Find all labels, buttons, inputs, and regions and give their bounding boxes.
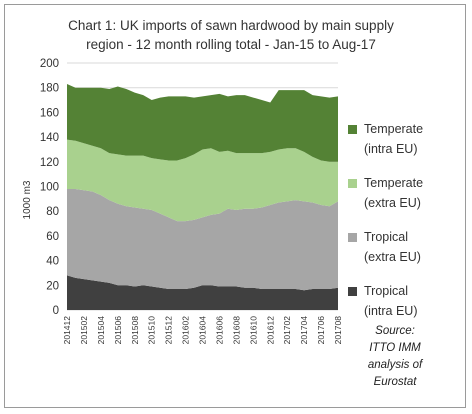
y-tick-label-60: 60	[46, 231, 59, 243]
area-temperate-intra-eu	[67, 84, 338, 162]
y-tick-label-40: 40	[46, 256, 59, 268]
x-tick-label-201612: 201612	[265, 316, 275, 345]
area-temperate-extra-eu	[67, 139, 338, 222]
legend-label-temperate-extra-eu-2: (extra EU)	[364, 196, 421, 210]
x-tick-label-201702: 201702	[282, 316, 292, 345]
legend-label-tropical-intra-eu-1: Tropical	[364, 284, 408, 298]
chart: Chart 1: UK imports of sawn hardwood by …	[22, 18, 424, 388]
x-tick-label-201502: 201502	[79, 316, 89, 345]
x-tick-label-201708: 201708	[333, 316, 343, 345]
x-tick-label-201602: 201602	[181, 316, 191, 345]
area-tropical-intra-eu	[67, 275, 338, 310]
source-note: Source: ITTO IMM analysis of Eurostat	[368, 325, 424, 388]
legend-label-tropical-intra-eu-2: (intra EU)	[364, 304, 417, 318]
source-line-3: analysis of	[368, 359, 424, 371]
x-tick-label-201506: 201506	[113, 316, 123, 345]
legend-label-temperate-intra-eu-2: (intra EU)	[364, 142, 417, 156]
x-tick-label-201604: 201604	[198, 316, 208, 345]
y-axis-ticks: 0 20 40 60 80 100 120 140 160 180 200	[40, 58, 59, 317]
x-tick-label-201412: 201412	[62, 316, 72, 345]
y-tick-label-120: 120	[40, 157, 59, 169]
y-tick-label-80: 80	[46, 206, 59, 218]
y-tick-label-160: 160	[40, 107, 59, 119]
legend-swatch-temperate-extra-eu	[348, 179, 357, 188]
x-tick-label-201610: 201610	[248, 316, 258, 345]
y-tick-label-180: 180	[40, 83, 59, 95]
legend-label-temperate-extra-eu-1: Temperate	[364, 176, 423, 190]
x-tick-label-201608: 201608	[231, 316, 241, 345]
source-line-1: Source:	[375, 325, 415, 337]
y-tick-label-100: 100	[40, 182, 59, 194]
legend-swatch-temperate-intra-eu	[348, 125, 357, 134]
y-tick-label-140: 140	[40, 132, 59, 144]
area-tropical-extra-eu	[67, 188, 338, 291]
x-tick-label-201606: 201606	[214, 316, 224, 345]
x-tick-label-201512: 201512	[164, 316, 174, 345]
legend-swatch-tropical-intra-eu	[348, 287, 357, 296]
stacked-areas	[67, 84, 338, 310]
x-tick-label-201504: 201504	[96, 316, 106, 345]
legend: Temperate (intra EU) Temperate (extra EU) Tr…	[348, 122, 423, 318]
source-line-4: Eurostat	[374, 376, 418, 388]
x-axis-ticks: 201412 201502 201504 201506 201508 201510 2015…	[62, 316, 343, 345]
y-axis-label: 1000 m3	[22, 180, 33, 219]
y-tick-label-0: 0	[53, 305, 59, 317]
chart-title-line-1: Chart 1: UK imports of sawn hardwood by …	[68, 18, 394, 33]
chart-frame: Chart 1: UK imports of sawn hardwood by …	[4, 4, 466, 408]
x-tick-label-201510: 201510	[147, 316, 157, 345]
x-tick-label-201704: 201704	[299, 316, 309, 345]
chart-title-line-2: region - 12 month rolling total - Jan-15…	[86, 37, 376, 52]
legend-swatch-tropical-extra-eu	[348, 233, 357, 242]
x-tick-label-201706: 201706	[316, 316, 326, 345]
y-tick-label-200: 200	[40, 58, 59, 70]
y-tick-label-20: 20	[46, 280, 59, 292]
source-line-2: ITTO IMM	[369, 342, 421, 354]
x-tick-label-201508: 201508	[130, 316, 140, 345]
legend-label-temperate-intra-eu-1: Temperate	[364, 122, 423, 136]
legend-label-tropical-extra-eu-1: Tropical	[364, 230, 408, 244]
legend-label-tropical-extra-eu-2: (extra EU)	[364, 250, 421, 264]
